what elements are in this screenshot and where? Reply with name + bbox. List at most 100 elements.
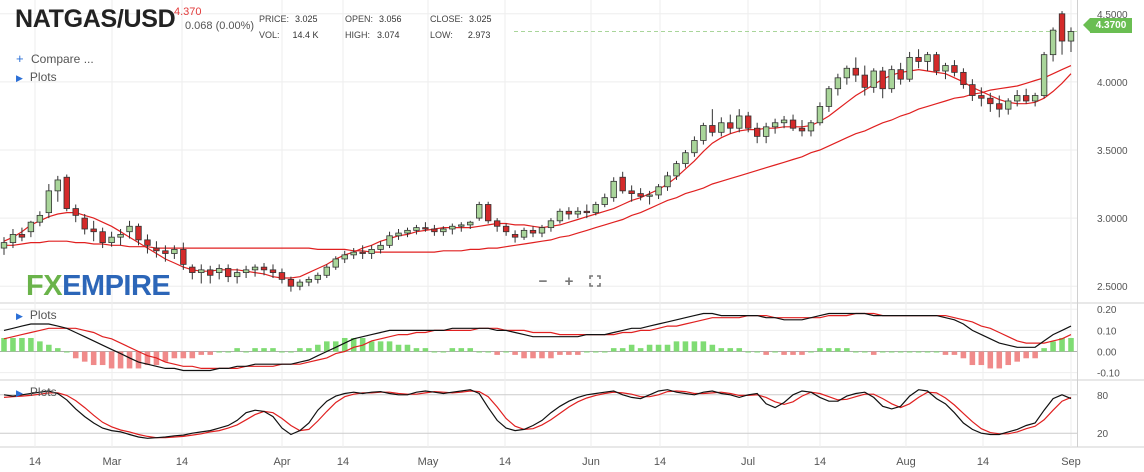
candle-body (897, 69, 904, 80)
plots-toggle[interactable]: ▶ Plots (16, 70, 57, 84)
candle (538, 224, 546, 238)
macd-histogram-bar (718, 348, 725, 352)
macd-histogram-bar (539, 351, 545, 359)
macd-histogram-bar (386, 341, 393, 352)
play-triangle-icon: ▶ (16, 73, 23, 83)
candle-body (798, 127, 806, 132)
x-tick-label: Aug (896, 456, 916, 468)
candle-body (861, 74, 868, 88)
macd-histogram-bar (341, 337, 348, 352)
x-tick-label: 14 (499, 456, 511, 468)
candle-body (780, 119, 788, 124)
candle (888, 65, 895, 93)
macd-histogram-bar (619, 348, 626, 352)
candle-body (592, 204, 599, 214)
candle-body (879, 70, 886, 90)
stats-col-open: OPEN: 3.056 HIGH: 3.074 (345, 11, 402, 43)
macd-histogram-bar (46, 344, 52, 352)
macd-histogram-bar (99, 351, 106, 366)
stoch-plots-label: Plots (29, 385, 57, 399)
zoom-out-button[interactable]: − (538, 272, 548, 290)
candle (216, 264, 223, 280)
candle-body (933, 54, 940, 72)
candle-body (198, 269, 205, 273)
candle-body (682, 152, 689, 165)
macd-histogram-bar (709, 344, 716, 352)
candle (906, 51, 913, 82)
macd-histogram-bar (557, 351, 563, 355)
candle-body (162, 250, 169, 254)
candle-body (144, 239, 151, 246)
macd-y-tick-label: -0.10 (1097, 369, 1120, 380)
stat-value: 3.025 (295, 14, 318, 24)
candle-body (520, 229, 528, 238)
candle (583, 204, 590, 219)
macd-histogram-bar (234, 348, 240, 352)
play-triangle-icon: ▶ (16, 388, 23, 398)
candle (915, 49, 922, 69)
candle-body (816, 106, 824, 124)
compare-button[interactable]: + Compare ... (16, 51, 94, 66)
x-tick-label: Sep (1061, 456, 1081, 468)
candle (825, 85, 833, 112)
candle (260, 263, 268, 276)
macd-histogram-bar (521, 351, 527, 359)
candle-body (171, 249, 178, 254)
candle (117, 228, 124, 246)
candle-body (762, 126, 770, 137)
macd-histogram-bar (548, 351, 554, 359)
candle (449, 223, 456, 235)
candle-body (843, 67, 851, 79)
candle (90, 220, 97, 242)
candle-body (224, 268, 232, 278)
candle-body (440, 228, 447, 233)
candle-body (404, 229, 411, 234)
candle (1005, 98, 1012, 115)
candle-body (395, 232, 402, 237)
fullscreen-button[interactable] (583, 270, 607, 292)
candle (431, 224, 438, 236)
candle (655, 184, 662, 200)
candle-body (888, 69, 895, 90)
candle-body (485, 204, 492, 222)
candle-body (251, 266, 259, 271)
candle-body (189, 266, 196, 273)
x-tick-label: Mar (103, 456, 122, 468)
macd-histogram-bar (1068, 337, 1074, 352)
stat-key: CLOSE: (430, 14, 464, 24)
candle (960, 68, 967, 89)
macd-histogram-bar (915, 351, 922, 353)
macd-histogram-bar (422, 348, 429, 352)
x-tick-label: 14 (29, 456, 41, 468)
candle (996, 95, 1003, 118)
candle-body (852, 67, 859, 76)
candle-body (969, 84, 976, 96)
candle-body (574, 210, 582, 215)
candle-body (431, 228, 438, 233)
macd-histogram-bar (906, 351, 913, 353)
candle-body (565, 210, 573, 215)
candle (36, 211, 44, 227)
macd-histogram-bar (512, 351, 518, 355)
stoch-plots-toggle[interactable]: ▶ Plots (16, 385, 57, 399)
candle (969, 79, 976, 101)
candle (305, 276, 313, 287)
candle (771, 118, 779, 134)
candle (485, 201, 492, 224)
macd-histogram-bar (1059, 337, 1065, 352)
candle-body (1005, 100, 1012, 110)
candle-body (296, 281, 304, 287)
macd-histogram-bar (610, 348, 617, 352)
macd-histogram-bar (835, 348, 841, 352)
candle (691, 136, 698, 157)
macd-plots-label: Plots (29, 308, 57, 322)
candle-body (377, 244, 384, 250)
candle (502, 223, 510, 236)
macd-histogram-bar (180, 351, 187, 359)
macd-plots-toggle[interactable]: ▶ Plots (16, 308, 57, 322)
candle (63, 174, 70, 212)
candle (269, 264, 277, 279)
logo-fx: FX (26, 270, 63, 302)
zoom-in-button[interactable]: + (564, 272, 574, 290)
